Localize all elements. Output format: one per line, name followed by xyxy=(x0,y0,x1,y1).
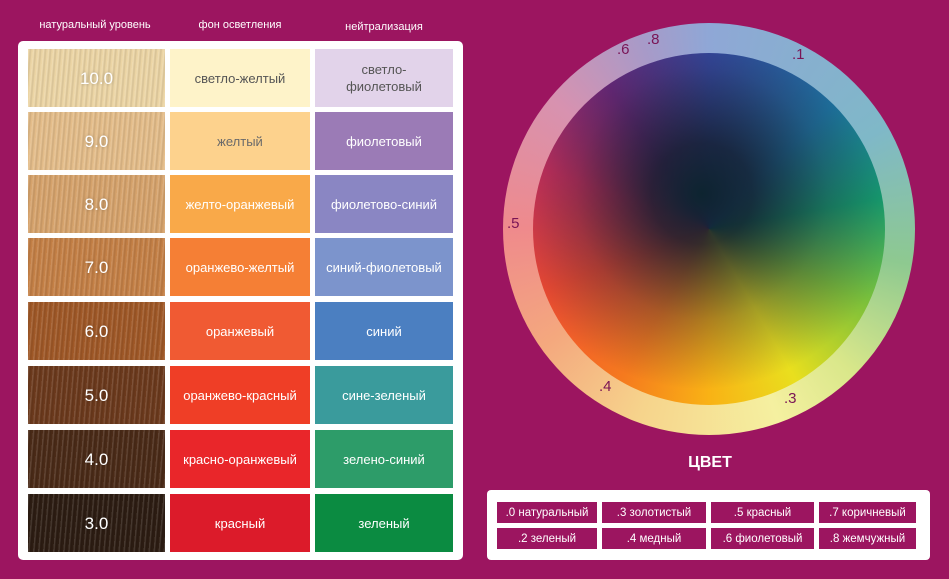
color-legend: .0 натуральный .3 золотистый .5 красный .7 … xyxy=(487,490,930,560)
legend-item: .2 зеленый xyxy=(497,528,597,549)
header-neutralization: нейтрализация xyxy=(345,21,423,33)
wheel-label-1: .1 xyxy=(792,46,805,63)
hair-swatch: 9.0 xyxy=(28,112,165,170)
neutralization-cell: синий xyxy=(315,302,453,360)
hair-swatch: 3.0 xyxy=(28,494,165,552)
lightening-cell: оранжево-желтый xyxy=(170,238,310,296)
legend-item: .5 красный xyxy=(711,502,814,523)
neutralization-cell: сине-зеленый xyxy=(315,366,453,424)
legend-item: .6 фиолетовый xyxy=(711,528,814,549)
lightening-cell: красный xyxy=(170,494,310,552)
header-lightening-background: фон осветления xyxy=(198,19,282,31)
header-natural-level: натуральный уровень xyxy=(39,19,151,31)
hair-swatch: 8.0 xyxy=(28,175,165,233)
wheel-label-8: .8 xyxy=(647,31,660,48)
lightening-cell: желтый xyxy=(170,112,310,170)
lightening-cell: светло-желтый xyxy=(170,49,310,107)
hair-swatch: 5.0 xyxy=(28,366,165,424)
hair-swatch: 4.0 xyxy=(28,430,165,488)
neutralization-cell: зеленый xyxy=(315,494,453,552)
level-table: 10.0 светло-желтый светло-фиолетовый 9.0 жел… xyxy=(18,41,463,560)
hair-swatch: 6.0 xyxy=(28,302,165,360)
legend-item: .3 золотистый xyxy=(602,502,706,523)
wheel-label-6: .6 xyxy=(617,41,630,58)
lightening-cell: желто-оранжевый xyxy=(170,175,310,233)
hair-swatch: 10.0 xyxy=(28,49,165,107)
wheel-title: ЦВЕТ xyxy=(688,454,732,471)
neutralization-cell: синий-фиолетовый xyxy=(315,238,453,296)
legend-item: .8 жемчужный xyxy=(819,528,916,549)
legend-item: .7 коричневый xyxy=(819,502,916,523)
lightening-cell: оранжево-красный xyxy=(170,366,310,424)
lightening-cell: красно-оранжевый xyxy=(170,430,310,488)
legend-item: .4 медный xyxy=(602,528,706,549)
color-wheel-center xyxy=(533,53,885,405)
neutralization-cell: фиолетово-синий xyxy=(315,175,453,233)
hair-swatch: 7.0 xyxy=(28,238,165,296)
legend-item: .0 натуральный xyxy=(497,502,597,523)
wheel-label-4: .4 xyxy=(599,378,612,395)
lightening-cell: оранжевый xyxy=(170,302,310,360)
color-wheel-inner xyxy=(533,53,885,405)
neutralization-cell: зелено-синий xyxy=(315,430,453,488)
neutralization-cell: светло-фиолетовый xyxy=(315,49,453,107)
color-wheel xyxy=(503,23,915,435)
neutralization-cell: фиолетовый xyxy=(315,112,453,170)
wheel-label-5: .5 xyxy=(507,215,520,232)
wheel-label-3: .3 xyxy=(784,390,797,407)
